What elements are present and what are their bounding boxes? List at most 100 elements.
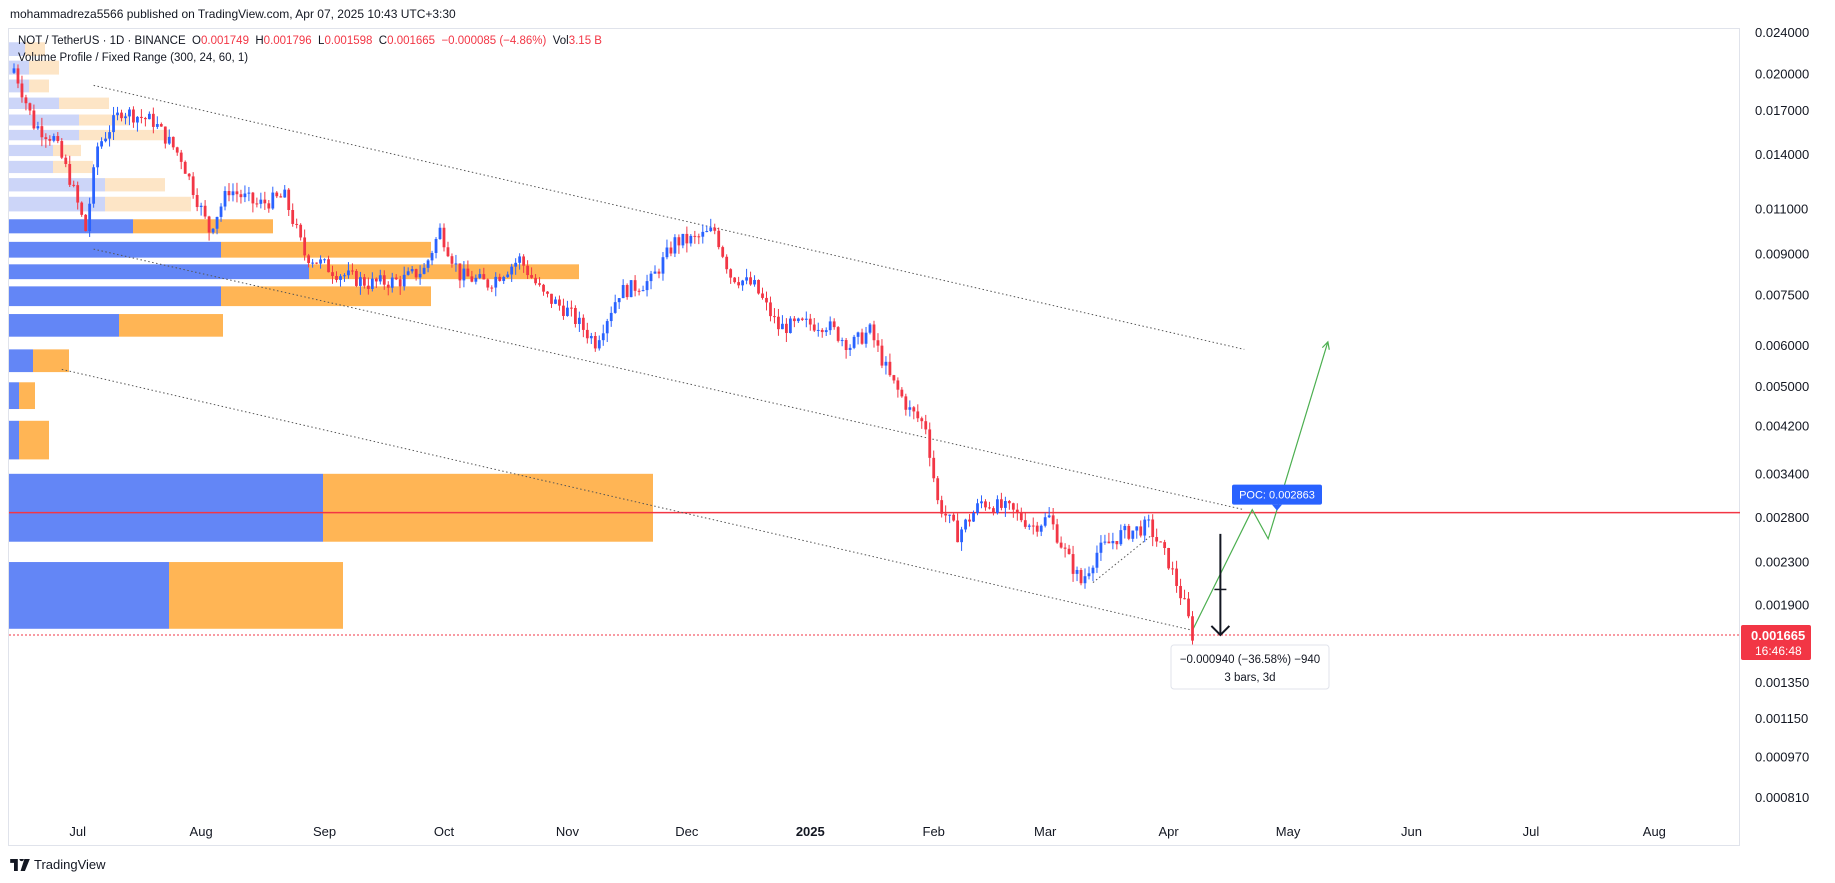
candle-body [661, 257, 665, 274]
candle-2024-10-13 [490, 285, 494, 293]
candle-2025-03-28 [1151, 514, 1155, 547]
candle-2025-01-04 [820, 328, 824, 338]
candle-2024-12-21 [765, 291, 768, 311]
candle-2024-08-19 [271, 186, 275, 210]
candle-body [864, 332, 868, 344]
tradingview-logo-icon [10, 858, 30, 871]
price-axis[interactable]: 0.024000 0.020000 0.017000 0.014000 0.011000… [1741, 25, 1811, 805]
candle-2024-12-08 [713, 223, 717, 235]
candle-body [438, 227, 442, 240]
symbol-name[interactable]: NOT / TetherUS · 1D · BINANCE [18, 35, 186, 47]
price-tick-label: 0.011000 [1755, 201, 1808, 216]
candle-2024-10-11 [482, 267, 486, 280]
candle-body [1079, 569, 1083, 584]
candle-2024-06-18 [24, 94, 28, 111]
measure-tool: −0.000940 (−36.58%) −940 3 bars, 3d [1170, 533, 1330, 690]
candle-body [398, 279, 402, 287]
candle-body [1155, 537, 1159, 542]
candle-body [1135, 526, 1139, 531]
time-tick-label: Jul [69, 824, 86, 839]
candle-2025-03-17 [1107, 532, 1111, 544]
candle-2025-02-08 [960, 526, 963, 551]
candle-body [327, 259, 330, 273]
candle-2025-01-10 [844, 337, 848, 359]
volume-value: 3.15 B [568, 35, 602, 47]
candle-body [1119, 530, 1123, 545]
candle-body [510, 266, 514, 275]
candle-body [765, 297, 768, 303]
indicator-legend[interactable]: Volume Profile / Fixed Range (300, 24, 6… [18, 52, 249, 64]
candle-2024-09-18 [390, 272, 394, 293]
candle-body [418, 273, 422, 278]
candle-body [820, 329, 824, 333]
candle-body [1071, 554, 1075, 574]
candle-body [263, 199, 267, 204]
candle-body [1039, 525, 1043, 532]
candle-body [1043, 517, 1047, 526]
candle-body [44, 137, 48, 139]
candle-2024-08-22 [283, 185, 287, 198]
candle-2024-12-02 [689, 234, 693, 247]
price-tick-label: 0.006000 [1755, 338, 1809, 353]
candle-2024-11-08 [593, 331, 597, 352]
candle-body [824, 330, 828, 333]
candle-2024-07-31 [195, 188, 199, 212]
candle-body [709, 227, 713, 232]
candle-body [725, 256, 729, 270]
candle-2024-10-26 [542, 283, 545, 296]
time-tick-label: Sep [313, 824, 336, 839]
tradingview-brand[interactable]: TradingView [10, 857, 106, 872]
candle-body [733, 277, 737, 283]
candle-2024-12-07 [709, 218, 713, 233]
time-axis[interactable]: Jul Aug Sep Oct Nov Dec 2025 Feb Mar Apr May Jun Jul… [69, 824, 1666, 839]
candle-2024-07-20 [151, 107, 155, 134]
candle-body [884, 361, 888, 366]
candle-body [183, 161, 187, 174]
candle-2024-11-03 [573, 305, 577, 328]
volume-profile [9, 42, 653, 629]
candle-2024-12-15 [741, 279, 744, 291]
candle-2024-07-24 [167, 129, 171, 145]
candle-body [239, 194, 243, 198]
vp-bar-up [9, 114, 79, 126]
projection-path [1191, 341, 1329, 631]
candle-2024-08-25 [295, 218, 299, 229]
candle-2025-01-01 [808, 313, 812, 331]
candle-body [888, 361, 892, 376]
candle-2025-02-03 [940, 495, 944, 518]
vp-bar-down [105, 178, 165, 192]
candle-body [390, 277, 394, 288]
candle-body [597, 340, 601, 349]
vp-bar-down [29, 60, 59, 75]
candle-body [1111, 541, 1115, 544]
candle-2025-02-14 [984, 499, 987, 511]
candle-body [56, 136, 60, 142]
candle-2025-04-04 [1179, 578, 1182, 605]
candle-body [1055, 524, 1059, 543]
channel-line [93, 84, 1245, 350]
candle-2024-12-13 [733, 276, 737, 284]
candle-body [856, 332, 860, 337]
vp-bar-up [9, 178, 105, 192]
symbol-legend[interactable]: NOT / TetherUS · 1D · BINANCE O0.001749 … [18, 35, 602, 47]
candle-2025-03-09 [1075, 566, 1079, 582]
candle-2024-11-07 [589, 332, 593, 345]
candle-2025-01-18 [876, 333, 880, 352]
candle-2024-08-30 [315, 262, 318, 265]
candle-body [112, 115, 115, 133]
candle-2024-12-06 [705, 225, 709, 233]
tradingview-brand-label: TradingView [34, 857, 106, 872]
candle-body [462, 268, 466, 281]
candle-body [852, 336, 856, 348]
time-tick-label: Apr [1159, 824, 1180, 839]
candle-body [741, 280, 744, 286]
time-tick-label: Nov [556, 824, 580, 839]
candle-2024-06-28 [64, 154, 68, 168]
candle-body [48, 138, 52, 141]
candle-2024-11-26 [665, 239, 669, 260]
candle-2024-11-16 [625, 283, 629, 300]
candle-body [737, 282, 741, 286]
candle-body [1059, 542, 1063, 548]
candle-body [629, 280, 633, 298]
